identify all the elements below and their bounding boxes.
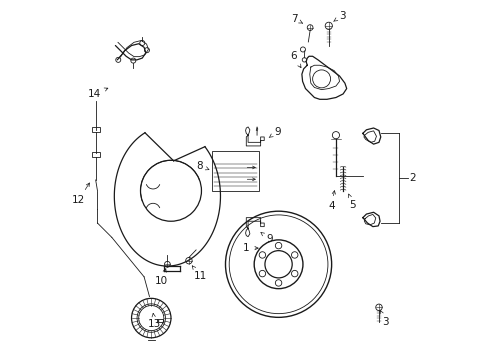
Text: 9: 9	[268, 127, 280, 138]
Text: 3: 3	[379, 311, 387, 327]
Text: 9: 9	[260, 233, 272, 244]
Text: 12: 12	[72, 183, 89, 205]
Text: 6: 6	[290, 51, 301, 68]
Text: 1: 1	[243, 243, 258, 253]
Text: 7: 7	[290, 14, 302, 24]
Text: 4: 4	[327, 191, 335, 211]
Text: 3: 3	[333, 11, 345, 21]
Text: 11: 11	[192, 266, 207, 281]
Text: 5: 5	[347, 194, 355, 210]
Text: 13: 13	[148, 313, 161, 329]
Text: 8: 8	[196, 161, 208, 171]
Text: 10: 10	[154, 269, 167, 286]
Text: 14: 14	[88, 88, 108, 99]
Text: 2: 2	[408, 173, 415, 183]
